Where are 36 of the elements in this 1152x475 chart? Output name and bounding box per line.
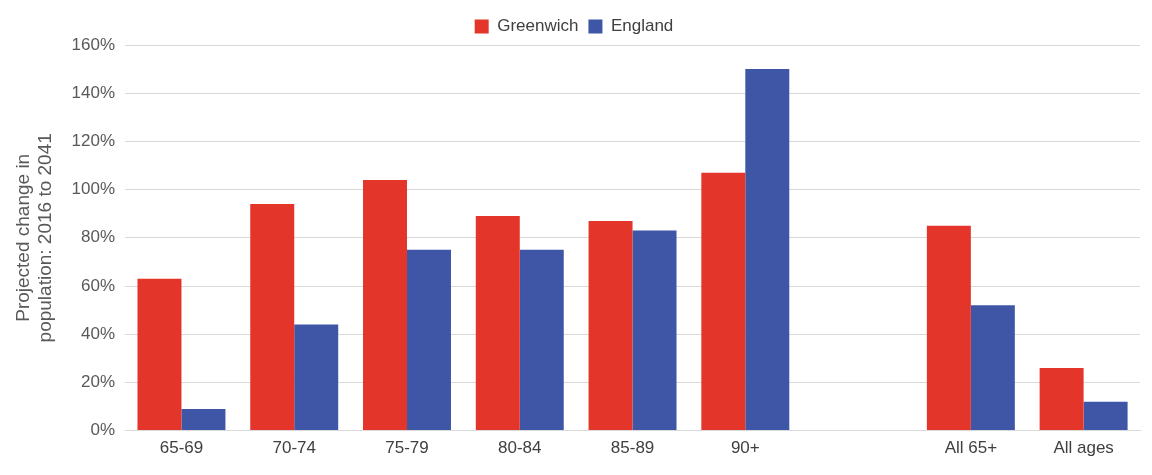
x-tick-label: 65-69: [159, 438, 204, 458]
y-axis-title: Projected change in population: 2016 to 2041: [11, 133, 56, 343]
bar: [250, 204, 295, 431]
bar: [1083, 401, 1128, 431]
y-tick-label: 120%: [71, 131, 116, 151]
y-tick-label: 40%: [81, 323, 116, 343]
bar: [181, 408, 226, 431]
bar: [1039, 367, 1084, 431]
bar: [745, 69, 790, 431]
bar: [407, 249, 451, 431]
legend-label: England: [610, 16, 674, 36]
bar: [519, 249, 564, 431]
bar: [926, 225, 971, 431]
x-tick-label: 90+: [730, 438, 760, 458]
bar: [137, 278, 182, 431]
x-tick-label: All ages: [1053, 438, 1114, 458]
bar: [970, 305, 1015, 431]
y-tick-label: 20%: [81, 372, 116, 392]
legend-label: Greenwich: [497, 16, 579, 36]
x-tick-label: 70-74: [272, 438, 316, 458]
x-tick-label: 85-89: [610, 438, 655, 458]
bar: [588, 220, 633, 431]
x-tick-label: 75-79: [385, 438, 429, 458]
bar: [294, 324, 339, 431]
y-tick-label: 60%: [81, 275, 116, 295]
x-tick-label: All 65+: [944, 438, 998, 458]
x-tick-label: 80-84: [498, 438, 542, 458]
bar: [363, 179, 407, 431]
bar: [475, 216, 520, 431]
bar: [632, 230, 677, 431]
y-tick-label: 160%: [71, 34, 116, 54]
y-tick-label: 80%: [81, 227, 116, 247]
y-tick-label: 0%: [90, 420, 116, 440]
bar: [701, 172, 746, 431]
y-tick-label: 100%: [71, 179, 116, 199]
y-tick-label: 140%: [71, 82, 116, 102]
